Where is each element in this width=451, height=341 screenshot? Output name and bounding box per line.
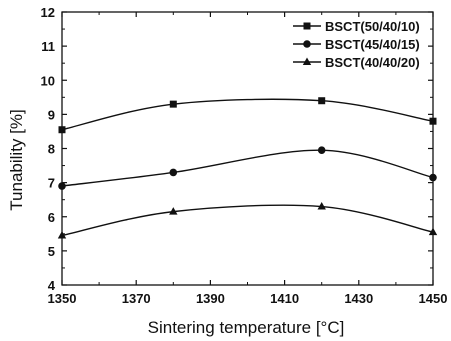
legend-label: BSCT(40/40/20) <box>325 55 420 70</box>
y-tick-label: 8 <box>48 142 55 157</box>
y-tick-label: 11 <box>41 39 55 54</box>
legend: BSCT(50/40/10) BSCT(45/40/15) BSCT(40/40/2… <box>293 19 420 70</box>
data-point-square <box>429 117 437 125</box>
data-point-square <box>318 97 326 105</box>
data-point-circle <box>429 173 437 182</box>
data-point-triangle <box>428 227 438 236</box>
data-point-triangle <box>169 207 178 215</box>
series-line-square <box>61 98 434 131</box>
data-point-circle <box>317 146 326 155</box>
y-axis-label: Tunability [%] <box>7 109 26 210</box>
x-tick-label: 1390 <box>196 291 225 306</box>
data-point-triangle <box>57 231 67 239</box>
x-tick-label: 1410 <box>270 291 299 306</box>
x-axis-label: Sintering temperature [°C] <box>148 318 345 337</box>
x-tick-label: 1450 <box>419 291 448 306</box>
y-tick-label: 9 <box>48 107 55 122</box>
legend-marker-circle <box>303 40 311 48</box>
data-point-circle <box>58 182 66 190</box>
legend-marker-triangle <box>302 57 312 65</box>
series-line-triangle <box>61 204 434 237</box>
data-point-square <box>58 126 66 134</box>
plot-frame <box>61 11 434 286</box>
axes-layer: 1350 1370 1390 1410 1430 1450 4 5 6 7 8 9 10 11 12 <box>41 5 448 306</box>
data-point-circle <box>169 168 178 177</box>
curves-layer <box>61 98 434 237</box>
y-tick-label: 12 <box>41 5 55 20</box>
y-tick-label: 10 <box>41 73 55 88</box>
markers-layer <box>57 97 438 239</box>
x-tick-label: 1350 <box>48 291 77 306</box>
y-tick-label: 4 <box>48 278 56 293</box>
legend-label: BSCT(45/40/15) <box>325 37 420 52</box>
x-tick-label: 1430 <box>344 291 373 306</box>
legend-marker-square <box>303 22 311 30</box>
y-tick-label: 7 <box>48 176 55 191</box>
data-point-square <box>169 100 177 108</box>
legend-label: BSCT(50/40/10) <box>325 19 420 34</box>
y-tick-label: 6 <box>48 210 55 225</box>
data-point-triangle <box>317 202 326 210</box>
y-tick-label: 5 <box>48 244 55 259</box>
x-tick-label: 1370 <box>122 291 151 306</box>
series-line-circle <box>61 149 434 187</box>
